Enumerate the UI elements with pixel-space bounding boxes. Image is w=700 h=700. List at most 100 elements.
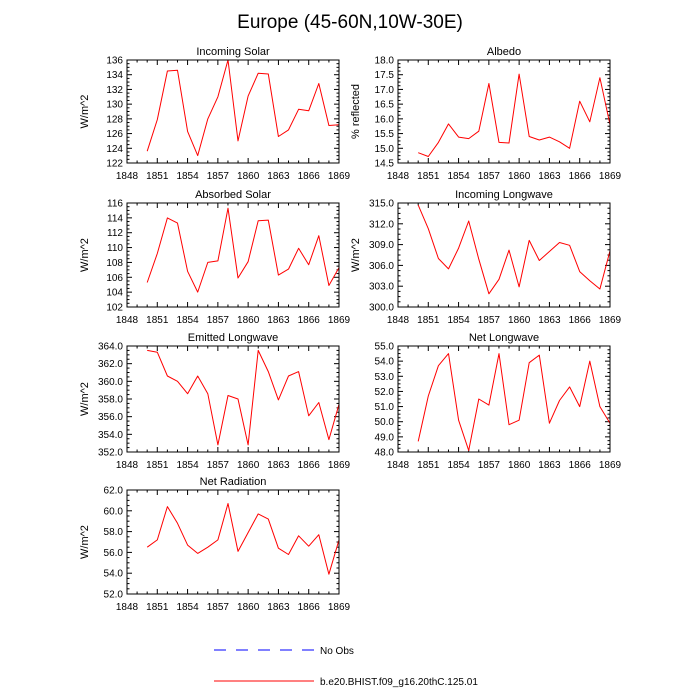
x-tick-label: 1848 [387,315,410,326]
panel-net-longwave: Net Longwave 1848 1851 1854 1857 1860 1863 1866… [375,332,622,471]
y-tick-label: 309.0 [369,240,394,251]
x-tick-label: 1854 [176,315,199,326]
y-tick-label: 56.0 [104,548,124,559]
x-tick-label: 1848 [116,602,139,613]
y-tick-label: 356.0 [98,412,123,423]
y-tick-label: 52.0 [375,387,395,398]
x-tick-label: 1863 [267,171,290,182]
x-tick-label: 1869 [328,460,351,471]
y-tick-label: 116 [107,199,123,210]
y-tick-label: 49.0 [375,432,395,443]
x-tick-label: 1863 [267,315,290,326]
x-tick-label: 1869 [599,460,622,471]
x-tick-label: 1860 [508,460,531,471]
series-line-0 [417,353,611,451]
x-tick-label: 1860 [237,315,260,326]
y-tick-label: 16.0 [375,114,395,125]
y-tick-label: 17.0 [375,85,395,96]
y-axis-label: W/m^2 [79,382,91,416]
y-axis-label: W/m^2 [79,238,91,272]
y-tick-label: 58.0 [104,527,124,538]
y-tick-label: 122 [106,159,123,170]
y-axis-label: % reflected [350,84,362,139]
x-tick-label: 1860 [237,460,260,471]
legend-label-no-obs: No Obs [320,646,354,657]
x-tick-label: 1848 [116,315,139,326]
x-tick-label: 1848 [387,460,410,471]
x-tick-label: 1869 [599,171,622,182]
x-tick-label: 1854 [447,460,470,471]
x-tick-label: 1860 [508,315,531,326]
x-tick-label: 1851 [417,171,440,182]
panel-title: Emitted Longwave [188,332,279,344]
x-tick-label: 1869 [328,315,351,326]
series-line-0 [146,207,340,293]
panel-incoming-solar: Incoming Solar W/m^2 1848 1851 1854 1857 1860 1… [79,46,351,182]
y-tick-label: 134 [106,70,123,81]
y-tick-label: 52.0 [104,590,124,601]
x-tick-label: 1848 [116,171,139,182]
y-tick-label: 360.0 [98,377,123,388]
y-tick-label: 60.0 [104,506,124,517]
y-tick-label: 50.0 [375,417,395,428]
series-line-0 [146,59,340,157]
y-tick-label: 54.0 [375,357,395,368]
y-axis-label: W/m^2 [79,95,91,129]
y-tick-label: 128 [106,114,123,125]
y-tick-label: 126 [106,129,123,140]
x-tick-label: 1863 [267,460,290,471]
plot-frame [397,345,611,453]
x-tick-label: 1863 [538,460,561,471]
x-tick-label: 1857 [478,315,501,326]
y-tick-label: 136 [106,56,123,67]
y-axis-label: W/m^2 [350,238,362,272]
series-line-0 [417,204,611,295]
x-tick-label: 1866 [569,315,592,326]
x-tick-label: 1854 [176,171,199,182]
panel-incoming-longwave: Incoming Longwave W/m^2 1848 1851 1854 1857 18… [350,189,622,326]
y-tick-label: 108 [106,258,123,269]
y-tick-label: 364.0 [98,342,123,353]
x-tick-label: 1848 [387,171,410,182]
panel-emitted-longwave: Emitted Longwave W/m^2 1848 1851 1854 1857 186… [79,332,351,471]
y-tick-label: 51.0 [375,402,395,413]
panels: Incoming Solar W/m^2 1848 1851 1854 1857 1860 1… [79,46,622,613]
plot-frame [126,345,340,453]
x-tick-label: 1869 [328,602,351,613]
x-tick-label: 1869 [328,171,351,182]
x-tick-label: 1866 [569,460,592,471]
y-tick-label: 62.0 [104,486,124,497]
x-tick-label: 1863 [538,315,561,326]
x-tick-label: 1866 [298,602,321,613]
y-tick-label: 300.0 [369,303,394,314]
panel-title: Absorbed Solar [195,189,271,201]
x-tick-label: 1857 [207,602,230,613]
figure-title: Europe (45-60N,10W-30E) [237,12,463,33]
y-axis-label: W/m^2 [79,525,91,559]
legend-label-model: b.e20.BHIST.f09_g16.20thC.125.01 [320,677,478,688]
y-tick-label: 106 [106,273,123,284]
y-tick-label: 130 [106,100,123,111]
panel-albedo: Albedo % reflected 1848 1851 1854 1857 1860 186… [350,46,622,182]
x-tick-label: 1857 [207,315,230,326]
plot-frame [397,59,611,164]
y-tick-label: 312.0 [369,219,394,230]
x-tick-label: 1857 [207,460,230,471]
panel-net-radiation: Net Radiation W/m^2 1848 1851 1854 1857 1860 18… [79,476,351,613]
x-tick-label: 1848 [116,460,139,471]
y-tick-label: 306.0 [369,261,394,272]
y-tick-label: 124 [106,144,123,155]
x-tick-label: 1851 [146,460,169,471]
y-tick-label: 358.0 [98,395,123,406]
y-tick-label: 53.0 [375,372,395,383]
y-tick-label: 55.0 [375,342,395,353]
x-tick-label: 1851 [146,602,169,613]
x-tick-label: 1863 [267,602,290,613]
x-tick-label: 1854 [447,315,470,326]
y-tick-label: 17.5 [375,70,395,81]
x-tick-label: 1854 [176,602,199,613]
y-tick-label: 16.5 [375,100,395,111]
y-tick-label: 352.0 [98,448,123,459]
